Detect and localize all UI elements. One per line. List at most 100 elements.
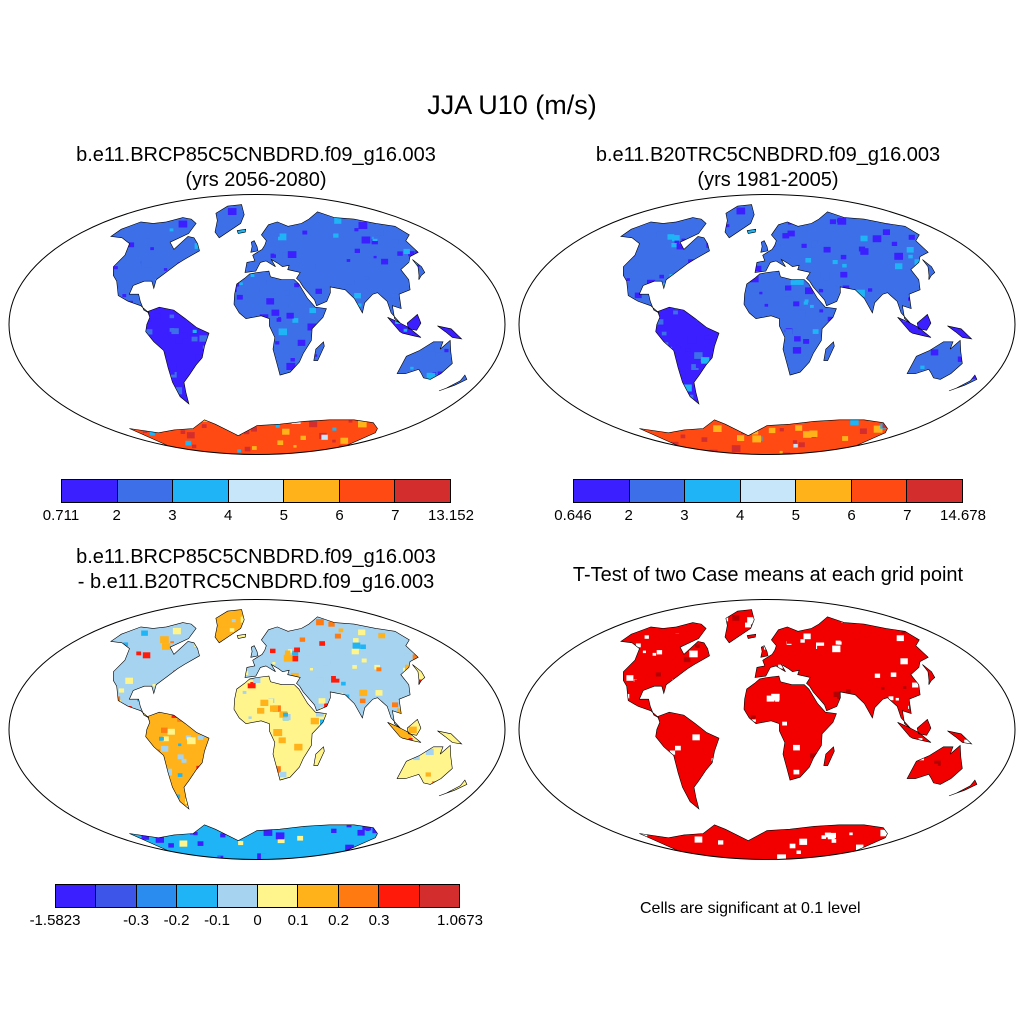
land-madagascar <box>313 746 325 766</box>
colorbar-swatch <box>379 885 420 907</box>
land-eurasia <box>755 616 929 729</box>
land-borneo <box>407 314 421 331</box>
colorbar-swatch <box>177 885 218 907</box>
colorbar-label: 0 <box>253 912 262 929</box>
colorbar-label: -0.2 <box>163 912 190 929</box>
colorbar-swatch <box>851 480 908 502</box>
colorbar-label: 0.711 <box>42 507 80 524</box>
colorbar-swatch <box>298 885 339 907</box>
colorbar-label: 0.2 <box>328 912 349 929</box>
colorbar-label: 4 <box>735 507 745 524</box>
colorbar-label: 4 <box>223 507 233 524</box>
colorbar-label: 0.3 <box>368 912 390 929</box>
land-newGuinea <box>947 325 972 339</box>
colorbar-swatch <box>258 885 299 907</box>
map-top-left <box>8 194 506 455</box>
colorbar-bottom-left <box>55 884 460 908</box>
colorbar-swatch <box>339 480 396 502</box>
panel-bl-title-line1: b.e11.BRCP85C5CNBDRD.f09_g16.003 <box>76 546 436 568</box>
colorbar-label: 6 <box>335 507 344 524</box>
colorbar-label: 7 <box>903 507 912 524</box>
land-northAmerica <box>620 217 710 313</box>
colorbar-label: 13.152 <box>428 507 474 524</box>
colorbar-swatch <box>62 480 118 502</box>
land-newZealand <box>439 780 467 796</box>
colorbar-swatch <box>574 480 630 502</box>
colorbar-label: 0.1 <box>287 912 309 929</box>
colorbar-label: 14.678 <box>940 507 986 524</box>
land-eurasia <box>755 211 929 324</box>
land-southAmerica <box>145 712 209 809</box>
colorbar-label: 0.646 <box>554 507 592 524</box>
map-bottom-right <box>518 599 1016 860</box>
colorbar-swatch <box>217 885 259 907</box>
land-antarctica <box>129 824 378 860</box>
panel-tr-title: b.e11.B20TRC5CNBDRD.f09_g16.003 (yrs 198… <box>518 143 1018 193</box>
colorbar-label: -0.3 <box>123 912 149 929</box>
colorbar-swatch <box>395 480 451 502</box>
land-australia <box>907 340 963 380</box>
panel-tr-title-line2: (yrs 1981-2005) <box>697 169 839 191</box>
land-northAmerica <box>110 622 200 718</box>
land-australia <box>397 745 453 785</box>
land-eurasia <box>245 616 419 729</box>
land-northAmerica <box>620 622 710 718</box>
panel-tl-title-line1: b.e11.BRCP85C5CNBDRD.f09_g16.003 <box>76 144 436 166</box>
colorbar-label: 5 <box>791 507 801 524</box>
panel-tl-title: b.e11.BRCP85C5CNBDRD.f09_g16.003 (yrs 20… <box>6 143 506 193</box>
colorbar-label: 1.0673 <box>437 912 483 929</box>
colorbar-label: 6 <box>847 507 856 524</box>
land-antarctica <box>129 419 378 455</box>
colorbar-label: 3 <box>680 507 689 524</box>
map-top-right <box>518 194 1016 455</box>
panel-bl-title-line2: - b.e11.B20TRC5CNBDRD.f09_g16.003 <box>77 571 435 593</box>
land-uk <box>250 645 258 658</box>
panel-tr-title-line1: b.e11.B20TRC5CNBDRD.f09_g16.003 <box>595 144 941 166</box>
colorbar-swatch <box>173 480 229 502</box>
land-africa <box>234 271 327 376</box>
land-newGuinea <box>437 325 462 339</box>
colorbar-swatch <box>629 480 686 502</box>
colorbar-swatch <box>419 885 460 907</box>
colorbar-swatch <box>136 885 178 907</box>
figure-title: JJA U10 (m/s) <box>427 90 597 120</box>
land-africa <box>234 676 327 781</box>
land-newGuinea <box>437 730 462 744</box>
colorbar-label: 2 <box>112 507 121 524</box>
land-northAmerica <box>110 217 200 313</box>
colorbar-label: -0.1 <box>204 912 230 929</box>
panel-br-title: T-Test of two Case means at each grid po… <box>572 564 964 586</box>
colorbar-swatch <box>117 480 174 502</box>
panel-tl-title-line2: (yrs 2056-2080) <box>185 169 327 191</box>
colorbar-swatch <box>740 480 797 502</box>
colorbar-swatch <box>685 480 741 502</box>
land-southAmerica <box>655 307 719 404</box>
land-africa <box>744 271 837 376</box>
colorbar-top-left <box>61 479 451 503</box>
colorbar-label: 5 <box>279 507 289 524</box>
land-uk <box>250 240 258 253</box>
colorbar-swatch <box>284 480 340 502</box>
land-indonesia <box>897 317 931 338</box>
colorbar-swatch <box>96 885 137 907</box>
colorbar-swatch <box>907 480 963 502</box>
significance-note: Cells are significant at 0.1 level <box>640 900 861 917</box>
land-antarctica <box>639 419 888 455</box>
land-southAmerica <box>655 712 719 809</box>
colorbar-label: 7 <box>391 507 400 524</box>
map-bottom-left <box>8 599 506 860</box>
colorbar-swatch <box>796 480 852 502</box>
land-uk <box>760 240 768 253</box>
land-greenland <box>725 204 755 238</box>
land-newZealand <box>439 375 467 391</box>
land-newZealand <box>949 780 977 796</box>
colorbar-label: 2 <box>624 507 633 524</box>
colorbar-top-right <box>573 479 963 503</box>
colorbar-label: 3 <box>168 507 177 524</box>
colorbar-label: -1.5823 <box>29 912 81 929</box>
panel-bl-title: b.e11.BRCP85C5CNBDRD.f09_g16.003 - b.e11… <box>6 545 506 595</box>
land-greenland <box>215 609 245 643</box>
colorbar-swatch <box>56 885 97 907</box>
land-madagascar <box>823 341 835 361</box>
colorbar-swatch <box>228 480 285 502</box>
